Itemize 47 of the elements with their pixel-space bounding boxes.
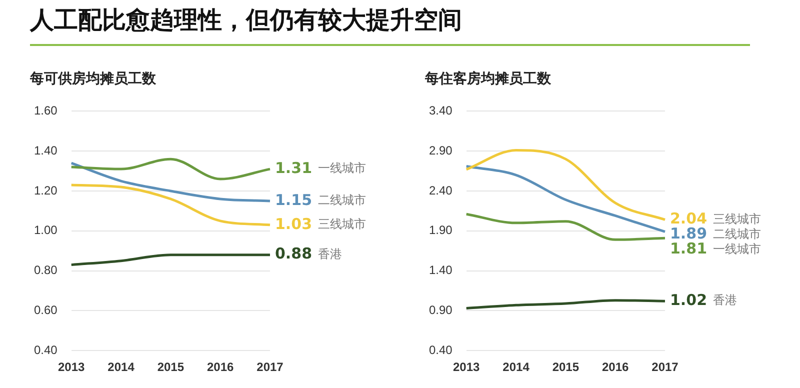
line-series	[465, 299, 666, 310]
y-tick-label: 1.40	[34, 143, 58, 158]
x-tick-label: 2015	[157, 360, 184, 374]
chart-title: 每可供房均摊员工数	[30, 70, 157, 89]
y-tick-label: 1.60	[34, 104, 58, 118]
x-tick-label: 2017	[652, 360, 679, 374]
y-tick-label: 0.90	[428, 303, 453, 318]
y-tick-label: 2.40	[428, 183, 453, 198]
x-tick-label: 2014	[502, 360, 530, 374]
line-series	[465, 165, 666, 233]
y-tick-label: 3.40	[428, 104, 453, 118]
x-tick-label: 2016	[602, 360, 630, 374]
text: 香港	[318, 246, 342, 261]
y-tick-label: 0.80	[34, 263, 58, 278]
data-label: 0.88	[275, 244, 312, 263]
line-series	[70, 184, 272, 226]
y-tick-label: 1.00	[34, 223, 58, 238]
data-label: 1.02	[670, 291, 708, 310]
x-tick-label: 2014	[108, 360, 135, 374]
text: 三线城市	[318, 217, 366, 232]
text: 一线城市	[318, 161, 366, 176]
line-series	[465, 149, 666, 221]
x-tick-label: 2013	[58, 360, 86, 374]
y-tick-label: 2.90	[428, 143, 453, 158]
text: 三线城市	[713, 212, 762, 226]
text: 一线城市	[713, 242, 762, 256]
line-series	[70, 158, 272, 180]
data-label: 1.31	[275, 158, 312, 177]
chart-title: 每住客房均摊员工数	[425, 70, 552, 89]
x-tick-label: 2015	[552, 360, 580, 374]
data-label: 1.03	[275, 214, 312, 233]
line-series	[465, 212, 666, 241]
text: 二线城市	[318, 193, 366, 208]
x-tick-label: 2017	[256, 360, 284, 374]
x-tick-label: 2013	[453, 360, 480, 374]
line-series	[70, 162, 272, 202]
text: 人工配比愈趋理性，但仍有较大提升空间	[30, 5, 462, 36]
text: 香港	[713, 293, 738, 308]
y-tick-label: 1.90	[428, 223, 453, 238]
data-label: 1.15	[275, 190, 312, 209]
y-tick-label: 0.40	[34, 342, 58, 357]
y-tick-label: 0.40	[428, 342, 453, 357]
text: 二线城市	[713, 226, 762, 241]
x-tick-label: 2016	[206, 360, 234, 374]
y-tick-label: 1.40	[428, 263, 453, 278]
y-tick-label: 1.20	[34, 183, 58, 198]
y-tick-label: 0.60	[34, 303, 58, 318]
